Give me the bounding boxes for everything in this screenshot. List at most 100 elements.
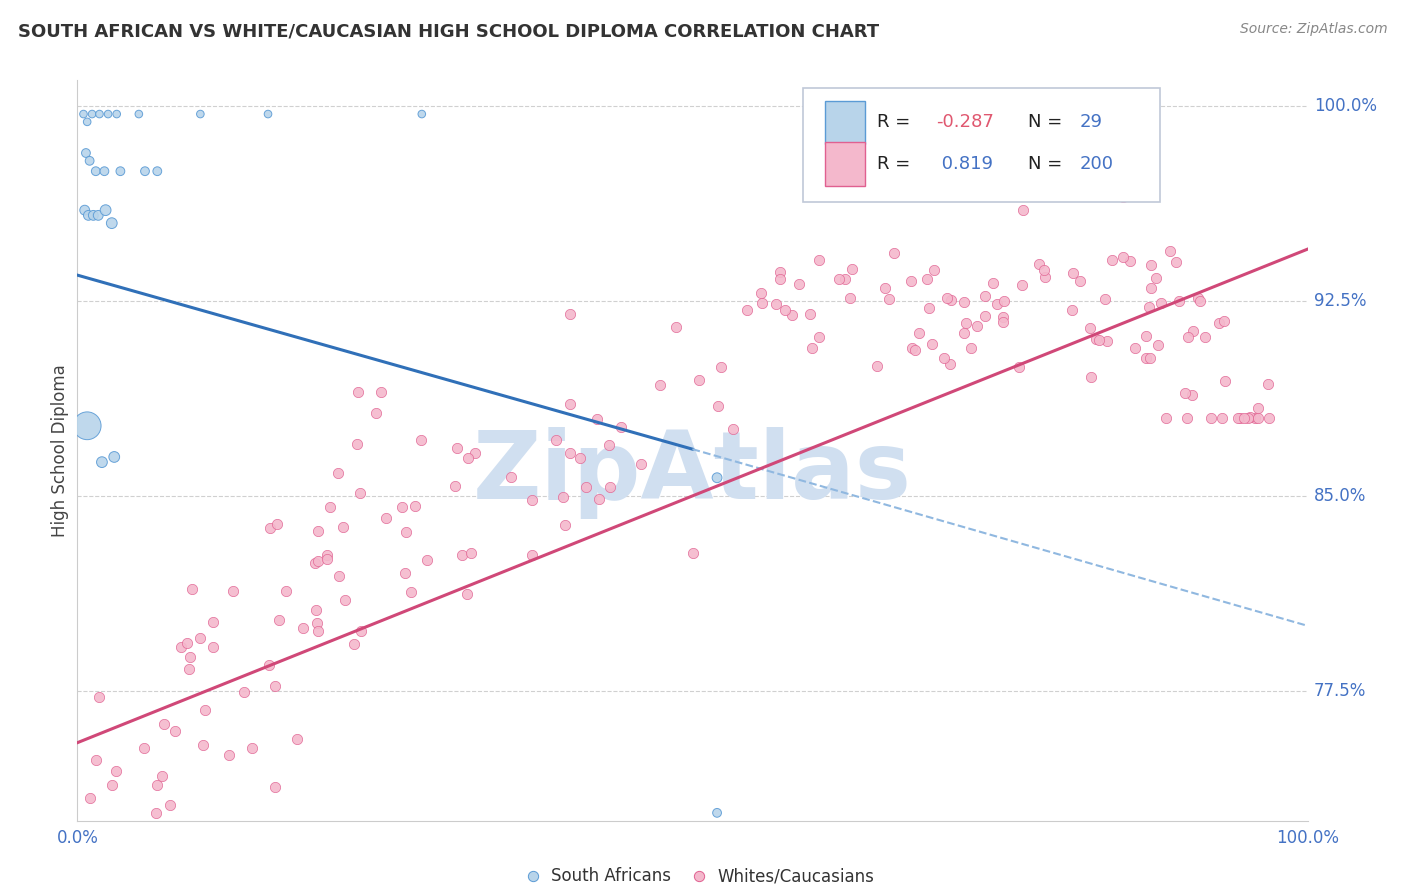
Point — [97, 107, 120, 121]
Point — [1182, 324, 1205, 338]
Point — [1227, 411, 1250, 425]
FancyBboxPatch shape — [803, 87, 1160, 202]
Point — [370, 384, 392, 399]
Point — [179, 661, 201, 675]
Text: 200: 200 — [1080, 155, 1114, 173]
Point — [901, 341, 924, 355]
Point — [1011, 203, 1033, 218]
Point — [110, 164, 132, 178]
Text: 92.5%: 92.5% — [1313, 292, 1367, 310]
Point — [134, 839, 156, 854]
Point — [76, 418, 98, 433]
Point — [188, 632, 211, 646]
Point — [682, 546, 704, 560]
Text: N =: N = — [1028, 155, 1069, 173]
Point — [986, 297, 1008, 311]
Point — [710, 359, 733, 374]
Point — [1062, 266, 1084, 280]
Point — [319, 500, 342, 514]
Point — [1257, 376, 1279, 391]
Point — [939, 357, 962, 371]
Point — [105, 107, 128, 121]
Point — [405, 499, 427, 513]
Point — [202, 640, 225, 654]
Point — [1140, 281, 1163, 295]
Point — [240, 740, 263, 755]
Point — [918, 301, 941, 315]
Point — [993, 293, 1015, 308]
Point — [464, 446, 486, 460]
Point — [456, 587, 478, 601]
Point — [908, 326, 931, 340]
Point — [922, 263, 945, 277]
Point — [94, 839, 117, 854]
Text: N =: N = — [1028, 113, 1069, 131]
Point — [1135, 328, 1157, 343]
Point — [960, 341, 983, 355]
Point — [343, 637, 366, 651]
Point — [191, 738, 214, 752]
Text: 29: 29 — [1080, 113, 1102, 131]
Point — [132, 740, 155, 755]
Text: Source: ZipAtlas.com: Source: ZipAtlas.com — [1240, 22, 1388, 37]
Point — [1237, 411, 1260, 425]
Point — [269, 613, 291, 627]
Point — [1060, 303, 1083, 318]
Text: 77.5%: 77.5% — [1313, 681, 1367, 699]
Point — [72, 107, 94, 121]
Point — [75, 146, 97, 161]
Point — [575, 480, 598, 494]
Point — [307, 624, 329, 638]
Point — [838, 291, 860, 305]
Point — [257, 107, 280, 121]
Point — [1247, 401, 1270, 416]
Point — [1144, 270, 1167, 285]
Point — [450, 549, 472, 563]
Point — [721, 421, 744, 435]
Point — [551, 490, 574, 504]
Point — [232, 685, 254, 699]
Point — [84, 164, 107, 178]
Point — [610, 419, 633, 434]
Point — [1011, 278, 1033, 293]
Point — [981, 276, 1004, 290]
Point — [1119, 254, 1142, 268]
Point — [1123, 341, 1146, 355]
Point — [1088, 333, 1111, 347]
Point — [955, 317, 977, 331]
Text: ZipAtlas: ZipAtlas — [472, 426, 912, 518]
Point — [1174, 386, 1197, 401]
Point — [974, 289, 997, 303]
Point — [1080, 320, 1102, 334]
Point — [73, 203, 96, 218]
Point — [84, 753, 107, 767]
Point — [585, 412, 607, 426]
Point — [1094, 292, 1116, 306]
Point — [201, 615, 224, 629]
Point — [787, 277, 810, 291]
Point — [89, 107, 111, 121]
Point — [1159, 244, 1181, 258]
Point — [1033, 263, 1056, 277]
Text: South Africans: South Africans — [551, 867, 671, 885]
Point — [900, 274, 922, 288]
Point — [76, 115, 98, 129]
Point — [1080, 370, 1102, 384]
Point — [1028, 257, 1050, 271]
Point — [598, 438, 620, 452]
Y-axis label: High School Diploma: High School Diploma — [51, 364, 69, 537]
Point — [333, 592, 356, 607]
Point — [558, 306, 581, 320]
Point — [153, 717, 176, 731]
Point — [416, 553, 439, 567]
Point — [1199, 411, 1222, 425]
Point — [706, 471, 728, 485]
Point — [883, 245, 905, 260]
Point — [222, 583, 245, 598]
Point — [1084, 332, 1107, 346]
Point — [409, 433, 432, 447]
Point — [257, 658, 280, 673]
Point — [1146, 338, 1168, 352]
Point — [276, 583, 298, 598]
Point — [179, 649, 201, 664]
